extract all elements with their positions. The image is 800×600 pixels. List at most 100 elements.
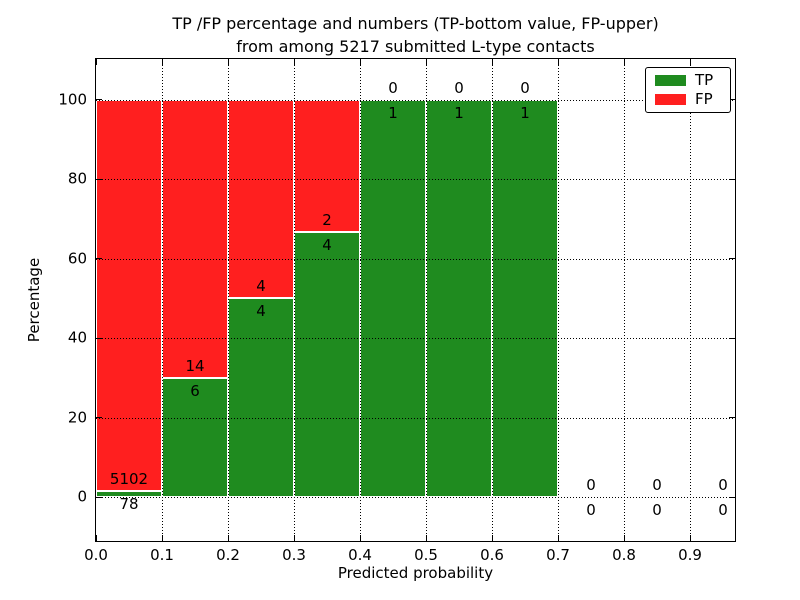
fp-count-label: 0 [586, 476, 596, 494]
y-tick-mark [729, 496, 735, 498]
tp-count-label: 0 [718, 501, 728, 519]
x-tick-mark [425, 59, 427, 65]
y-tick-mark [96, 496, 102, 498]
x-tick-label: 0.5 [414, 546, 438, 564]
gridline-v [690, 59, 691, 541]
y-tick-label: 0 [77, 487, 87, 506]
x-tick-mark [227, 535, 229, 541]
gridline-v [624, 59, 625, 541]
fp-count-label: 0 [652, 476, 662, 494]
fp-count-label: 0 [520, 78, 530, 97]
x-tick-mark [293, 535, 295, 541]
x-tick-mark [623, 535, 625, 541]
fp-count-label: 0 [454, 78, 464, 97]
y-tick-label: 80 [67, 169, 87, 188]
y-tick-mark [96, 417, 102, 418]
y-tick-label: 60 [67, 249, 87, 267]
gridline-v [294, 59, 295, 541]
tp-count-label: 4 [322, 236, 332, 254]
tp-count-label: 1 [454, 103, 464, 122]
x-tick-label: 0.1 [150, 546, 174, 564]
y-tick-mark [729, 178, 735, 180]
y-tick-mark [729, 258, 735, 259]
y-tick-mark [729, 99, 735, 100]
tp-color-swatch [655, 74, 686, 86]
chart-title: TP /FP percentage and numbers (TP-bottom… [96, 12, 735, 58]
fp-count-label: 0 [388, 78, 398, 97]
fp-color-swatch [655, 94, 686, 106]
x-tick-mark [491, 535, 493, 541]
gridline-h [96, 99, 735, 101]
legend-label-fp: FP [695, 90, 713, 109]
gridline-h [96, 417, 735, 419]
gridline-h [96, 338, 735, 339]
y-tick-mark [729, 417, 735, 418]
bar-fp [162, 99, 228, 378]
legend: TP FP [645, 67, 731, 113]
gridline-v [558, 59, 559, 541]
x-tick-mark [293, 59, 295, 65]
plot-area: TP FP 5102 78 14 6 4 4 2 4 0 1 0 1 0 1 0 0 0 0 0 0 0 20 40 60 80… [58, 58, 736, 564]
fp-count-label: 14 [185, 356, 205, 375]
x-tick-mark [689, 535, 691, 541]
gridline-h [96, 258, 735, 260]
x-tick-label: 0.6 [480, 546, 504, 564]
chart-title-line2: from among 5217 submitted L-type contact… [236, 37, 595, 56]
gridline-v [228, 59, 229, 541]
y-tick-label: 20 [67, 408, 87, 426]
bar-fp [228, 99, 294, 299]
legend-entry-fp: FP [655, 92, 730, 107]
x-tick-mark [359, 59, 361, 65]
bar-fp [96, 99, 162, 491]
y-tick-label: 40 [67, 328, 87, 347]
chart-title-line1: TP /FP percentage and numbers (TP-bottom… [172, 14, 659, 33]
y-tick-mark [96, 337, 102, 339]
x-tick-mark [359, 535, 361, 541]
tp-count-label: 1 [520, 103, 530, 122]
legend-entry-tp: TP [655, 70, 730, 89]
gridline-h [96, 497, 735, 498]
fp-count-label: 0 [718, 476, 728, 494]
x-tick-mark [491, 59, 493, 65]
x-tick-label: 0.4 [348, 546, 372, 564]
y-tick-mark [96, 99, 102, 100]
x-tick-mark [557, 535, 559, 541]
x-tick-mark [623, 59, 625, 65]
x-tick-label: 0.9 [678, 546, 702, 564]
gridline-v [492, 59, 493, 541]
legend-label-tp: TP [695, 70, 714, 89]
x-tick-label: 0.3 [282, 546, 306, 564]
x-tick-mark [95, 535, 97, 541]
y-tick-label: 100 [58, 90, 87, 108]
tp-count-label: 1 [388, 103, 398, 122]
bar-tp [492, 99, 558, 497]
gridline-h [96, 179, 735, 180]
gridline-v [426, 59, 427, 541]
fp-count-label: 2 [322, 211, 332, 229]
x-axis-label: Predicted probability [337, 564, 494, 582]
x-tick-mark [689, 59, 691, 65]
x-tick-mark [425, 535, 427, 541]
bar-tp [360, 99, 426, 497]
x-tick-mark [161, 59, 163, 65]
gridline-v [162, 59, 163, 541]
bar-tp [162, 377, 228, 497]
bar-tp [228, 298, 294, 497]
x-tick-mark [95, 59, 97, 65]
x-tick-mark [227, 59, 229, 65]
x-tick-mark [557, 59, 559, 65]
fp-count-label: 5102 [109, 470, 149, 488]
x-tick-label: 0.2 [216, 546, 240, 564]
fp-count-label: 4 [256, 277, 266, 296]
tp-count-label: 78 [119, 495, 139, 513]
x-tick-label: 0.8 [612, 546, 636, 564]
y-tick-mark [96, 178, 102, 180]
y-axis-label: Percentage [25, 257, 43, 343]
bar-tp [426, 99, 492, 497]
x-tick-label: 0.0 [84, 546, 108, 564]
tp-count-label: 4 [256, 302, 266, 321]
tp-count-label: 0 [586, 501, 596, 519]
x-tick-label: 0.7 [546, 546, 570, 564]
bar-tp [96, 491, 162, 497]
tp-count-label: 0 [652, 501, 662, 519]
